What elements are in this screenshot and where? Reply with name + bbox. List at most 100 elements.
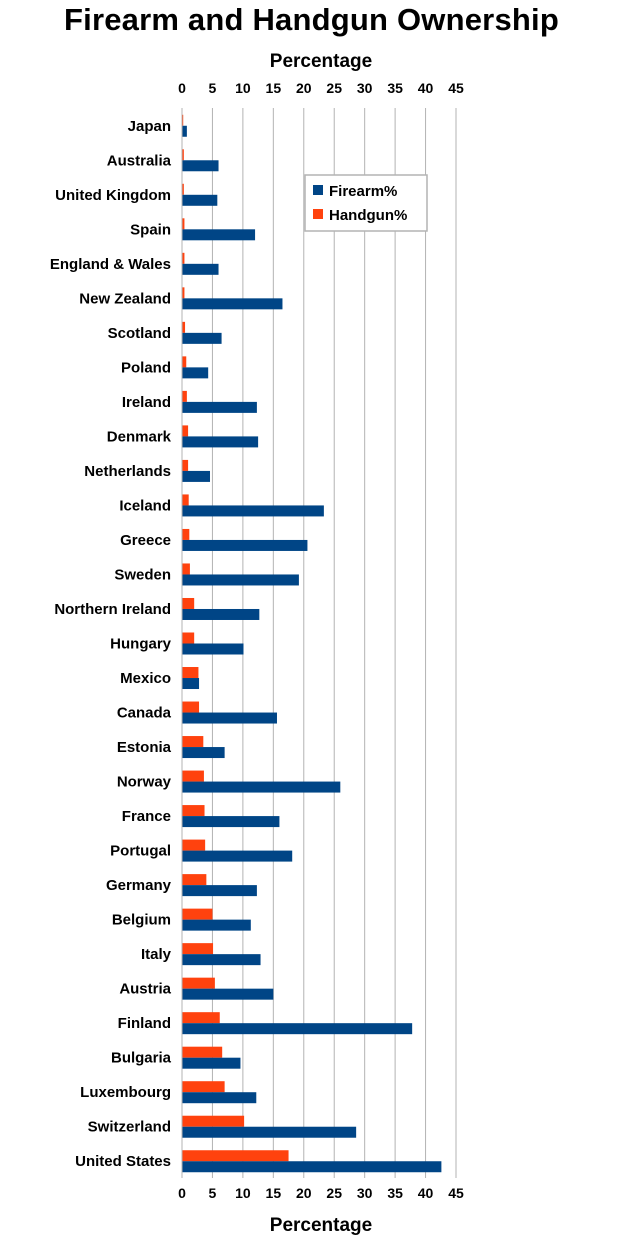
- gridlines: [181, 108, 457, 1178]
- legend: Firearm% Handgun%: [304, 174, 428, 232]
- category-label: Greece: [120, 532, 171, 549]
- category-label: Norway: [117, 774, 172, 791]
- category-label: Finland: [118, 1015, 171, 1032]
- category-label: Poland: [121, 359, 171, 376]
- category-label: Germany: [106, 877, 172, 894]
- bar-firearm: [182, 263, 219, 275]
- tick-label-bottom: 45: [448, 1185, 464, 1201]
- bar-firearm: [182, 125, 187, 137]
- tick-label-bottom: 25: [326, 1185, 342, 1201]
- category-label: Australia: [107, 152, 172, 169]
- category-label: Netherlands: [84, 463, 171, 480]
- legend-swatch-handgun: [313, 209, 323, 219]
- bar-firearm: [182, 160, 219, 172]
- legend-box: [304, 174, 428, 232]
- bar-handgun: [182, 736, 204, 748]
- category-label: Austria: [119, 981, 171, 998]
- category-label: Ireland: [122, 394, 171, 411]
- legend-label-firearm: Firearm%: [329, 183, 397, 200]
- category-label: Mexico: [120, 670, 171, 687]
- tick-label-bottom: 20: [296, 1185, 312, 1201]
- legend-swatch-firearm: [313, 185, 323, 195]
- tick-label-bottom: 40: [418, 1185, 434, 1201]
- bar-firearm: [182, 436, 259, 448]
- bar-handgun: [182, 943, 214, 955]
- category-label: Bulgaria: [111, 1050, 172, 1067]
- bar-handgun: [182, 1012, 220, 1024]
- category-label: Sweden: [114, 566, 171, 583]
- bar-handgun: [182, 183, 184, 195]
- bar-handgun: [182, 494, 189, 506]
- bar-firearm: [182, 919, 251, 931]
- bar-handgun: [182, 805, 205, 817]
- bar-handgun: [182, 977, 215, 989]
- category-label: Spain: [130, 221, 171, 238]
- bar-handgun: [182, 1046, 223, 1058]
- bar-firearm: [182, 643, 244, 655]
- category-label: Switzerland: [88, 1119, 171, 1136]
- bar-handgun: [182, 908, 213, 920]
- bar-firearm: [182, 1023, 413, 1035]
- bar-firearm: [182, 1092, 257, 1104]
- tick-label-top: 25: [326, 80, 342, 96]
- bar-handgun: [182, 667, 199, 679]
- category-label: Japan: [128, 118, 171, 135]
- bar-firearm: [182, 470, 211, 482]
- bar-handgun: [182, 839, 206, 851]
- plot-area: [182, 108, 456, 1178]
- bar-handgun: [182, 356, 187, 368]
- tick-label-bottom: 10: [235, 1185, 251, 1201]
- bar-handgun: [182, 1115, 245, 1127]
- bar-firearm: [182, 401, 257, 413]
- bar-handgun: [182, 632, 195, 644]
- bar-handgun: [182, 321, 186, 333]
- bar-handgun: [182, 701, 200, 713]
- bar-firearm: [182, 781, 341, 793]
- chart-title: Firearm and Handgun Ownership: [64, 2, 559, 37]
- bar-firearm: [182, 816, 280, 828]
- top-tick-labels: 0 5 10 15 20 25 30 35 40 45: [178, 80, 464, 96]
- category-label: Iceland: [119, 497, 171, 514]
- bar-firearm: [182, 574, 299, 586]
- bar-firearm: [182, 298, 283, 310]
- bar-firearm: [182, 367, 209, 379]
- bar-firearm: [182, 747, 225, 759]
- category-label: France: [122, 808, 171, 825]
- category-label: United Kingdom: [55, 187, 171, 204]
- bar-handgun: [182, 218, 185, 230]
- bar-handgun: [182, 1081, 225, 1093]
- bar-firearm: [182, 539, 308, 551]
- bar-handgun: [182, 528, 190, 540]
- category-label: United States: [75, 1153, 171, 1170]
- tick-label-top: 40: [418, 80, 434, 96]
- category-label: Belgium: [112, 912, 171, 929]
- tick-label-bottom: 30: [357, 1185, 373, 1201]
- bar-firearm: [182, 229, 256, 241]
- legend-label-handgun: Handgun%: [329, 207, 407, 224]
- category-labels: Japan Australia United Kingdom Spain England…: [50, 118, 172, 1170]
- bar-firearm: [182, 1126, 357, 1138]
- tick-label-top: 45: [448, 80, 464, 96]
- bar-firearm: [182, 712, 277, 724]
- category-label: Luxembourg: [80, 1084, 171, 1101]
- bar-handgun: [182, 287, 185, 299]
- category-label: Italy: [141, 946, 172, 963]
- category-label: Portugal: [110, 843, 171, 860]
- bar-firearm: [182, 505, 324, 517]
- bar-handgun: [182, 425, 189, 437]
- tick-label-top: 10: [235, 80, 251, 96]
- bar-firearm: [182, 608, 260, 620]
- bar-firearm: [182, 954, 261, 966]
- bar-handgun: [182, 149, 184, 161]
- category-label: Estonia: [117, 739, 172, 756]
- bar-firearm: [182, 1057, 241, 1069]
- bar-firearm: [182, 885, 257, 897]
- category-label: Northern Ireland: [54, 601, 171, 618]
- bar-firearm: [182, 194, 218, 206]
- tick-label-top: 30: [357, 80, 373, 96]
- bar-handgun: [182, 597, 195, 609]
- bar-handgun: [182, 114, 184, 126]
- bottom-tick-labels: 0 5 10 15 20 25 30 35 40 45: [178, 1185, 464, 1201]
- bar-handgun: [182, 252, 185, 264]
